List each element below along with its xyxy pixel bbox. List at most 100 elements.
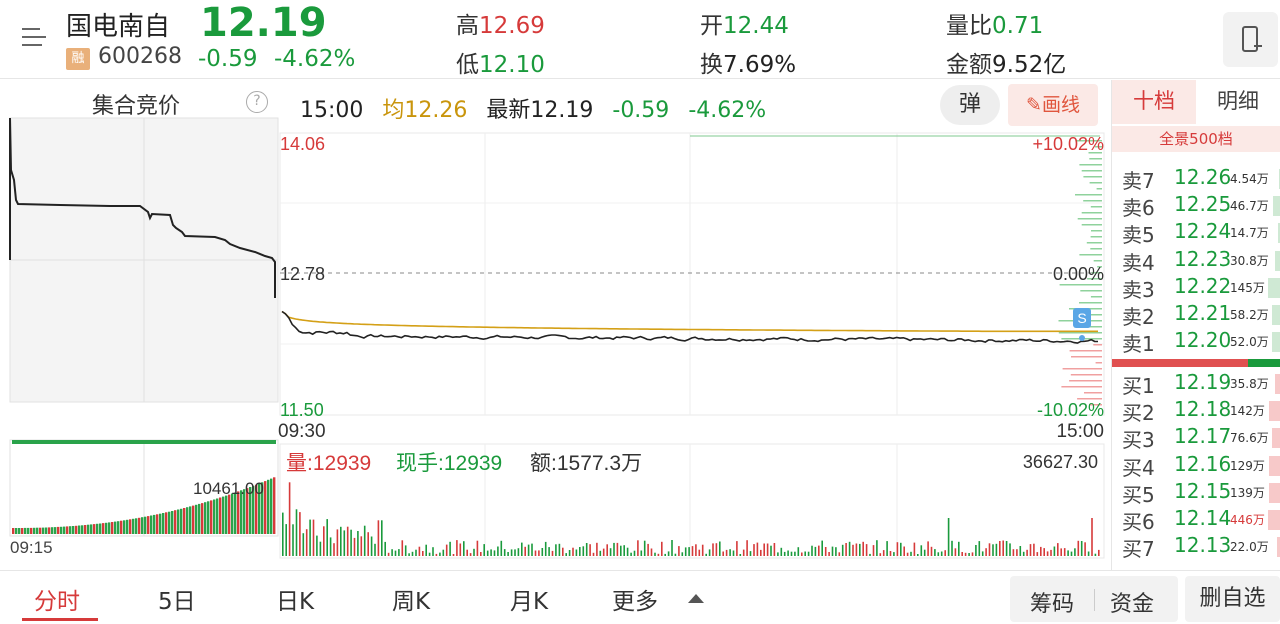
ask-row-1[interactable]: 卖1 12.20 52.0万: [1112, 328, 1280, 356]
volume-bar: [309, 519, 311, 556]
profile-bar: [1088, 152, 1102, 154]
price-change: -0.59: [198, 46, 258, 72]
volume-bar: [480, 552, 482, 556]
nav-more[interactable]: 更多: [612, 589, 658, 615]
volume-bar: [401, 540, 404, 556]
tab-detail[interactable]: 明细: [1217, 89, 1259, 113]
ask-row-5[interactable]: 卖5 12.24 14.7万: [1112, 219, 1280, 247]
funds-button[interactable]: 资金: [1110, 592, 1155, 617]
intraday-chart[interactable]: 09:15 10461.00 14.06 12.78 11.50 +10.02%…: [0, 0, 1112, 570]
volume-bar: [729, 549, 731, 556]
volume-bar: [701, 544, 704, 556]
volume-bar: [1016, 549, 1018, 556]
volume-bar: [715, 543, 718, 556]
auction-price-line: [9, 117, 276, 298]
bid-row-4[interactable]: 买4 12.16 129万: [1112, 452, 1280, 480]
stat-high-label: 高: [456, 13, 479, 39]
auction-volume-bar: [231, 493, 234, 534]
full-500-levels-button[interactable]: 全景500档: [1112, 126, 1280, 152]
s-marker[interactable]: [1073, 308, 1091, 328]
stat-high-value: 12.69: [479, 13, 545, 39]
volume-bar: [346, 526, 349, 556]
volume-bar: [503, 549, 506, 556]
volume-bar: [944, 550, 946, 556]
ask-row-6[interactable]: 卖6 12.25 46.7万: [1112, 192, 1280, 220]
level-price: 12.20: [1174, 328, 1232, 353]
volume-bar: [425, 544, 427, 556]
profile-bar: [1062, 368, 1102, 370]
volume-bar: [865, 544, 868, 556]
volume-bar: [422, 551, 424, 556]
volume-bar: [783, 551, 786, 556]
remove-watchlist-button[interactable]: 删自选: [1185, 576, 1280, 622]
volume-bar: [705, 553, 707, 556]
auction-volume-bar: [54, 527, 57, 534]
depth-bar: [1275, 374, 1280, 394]
caret-up-icon[interactable]: [688, 594, 704, 603]
bid-ask-ratio-green: [1248, 359, 1280, 367]
auction-volume-bar: [147, 516, 150, 534]
chips-button[interactable]: 筹码: [1030, 592, 1075, 617]
profile-bar: [1081, 224, 1102, 226]
bid-row-1[interactable]: 买1 12.19 35.8万: [1112, 370, 1280, 398]
y-label-mid: 12.78: [280, 264, 325, 284]
nav-month-k[interactable]: 月K: [510, 589, 549, 615]
volume-bar: [719, 541, 721, 556]
nav-5day[interactable]: 5日: [158, 589, 196, 615]
volume-bar: [736, 541, 738, 556]
popup-button[interactable]: 弹: [940, 85, 1000, 125]
volume-bar: [678, 546, 680, 556]
volume-bar: [391, 549, 393, 556]
menu-icon[interactable]: [14, 22, 48, 52]
profile-bar: [1075, 140, 1102, 142]
auction-volume-bar: [84, 525, 87, 534]
stat-open-label: 开: [700, 13, 723, 39]
auction-volume-bar: [237, 491, 240, 534]
device-switch-button[interactable]: [1223, 12, 1278, 67]
help-icon[interactable]: ?: [246, 91, 268, 113]
bid-row-6[interactable]: 买6 12.14 446万: [1112, 506, 1280, 534]
volume-bar: [650, 548, 653, 556]
ask-row-4[interactable]: 卖4 12.23 30.8万: [1112, 247, 1280, 275]
volume-bar: [476, 540, 479, 556]
nav-day-k[interactable]: 日K: [276, 589, 315, 615]
volume-bar: [343, 530, 346, 556]
bid-row-2[interactable]: 买2 12.18 142万: [1112, 397, 1280, 425]
ask-row-7[interactable]: 卖7 12.26 4.54万: [1112, 165, 1280, 193]
auction-volume-bar: [234, 492, 237, 534]
bid-row-7[interactable]: 买7 12.13 22.0万: [1112, 533, 1280, 561]
volume-bar: [797, 547, 800, 556]
profile-bar: [1097, 266, 1102, 268]
chips-funds-separator: [1094, 589, 1095, 611]
volume-bars: [282, 482, 1100, 556]
profile-bar: [1078, 326, 1102, 328]
tab-ten-levels[interactable]: 十档: [1112, 80, 1196, 124]
volume-bar: [609, 548, 612, 556]
volume-bar: [589, 544, 591, 556]
volume-bar: [804, 551, 806, 556]
draw-line-label: 画线: [1041, 94, 1080, 116]
volume-bar: [1046, 551, 1049, 556]
level-volume: 22.0万: [1230, 540, 1269, 555]
ask-row-3[interactable]: 卖3 12.22 145万: [1112, 274, 1280, 302]
draw-line-button[interactable]: ✎画线: [1008, 84, 1098, 126]
ask-row-2[interactable]: 卖2 12.21 58.2万: [1112, 301, 1280, 329]
volume-bar: [807, 551, 810, 556]
profile-bar: [1083, 200, 1102, 202]
volume-bar: [381, 520, 383, 556]
bid-row-3[interactable]: 买3 12.17 76.6万: [1112, 424, 1280, 452]
volume-bar: [674, 553, 677, 556]
volume-bar: [394, 550, 397, 556]
volume-bar: [1094, 553, 1097, 556]
nav-week-k[interactable]: 周K: [392, 589, 431, 615]
auction-volume-bar: [132, 518, 135, 534]
level-label: 买1: [1122, 374, 1155, 398]
nav-intraday[interactable]: 分时: [34, 589, 80, 615]
auction-volume-bar: [48, 527, 51, 534]
level-volume: 30.8万: [1230, 253, 1269, 268]
volume-bar: [968, 553, 970, 556]
stat-open: 开12.44: [700, 6, 789, 40]
level-label: 卖2: [1122, 305, 1155, 329]
bid-row-5[interactable]: 买5 12.15 139万: [1112, 479, 1280, 507]
volume-bar: [780, 547, 783, 556]
